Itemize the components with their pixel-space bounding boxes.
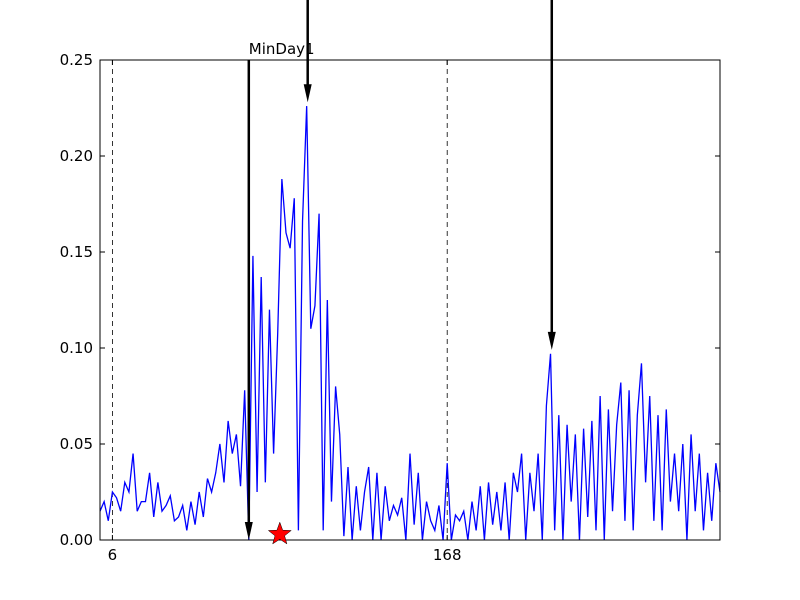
annotation-label: MinDay1 <box>249 40 315 58</box>
arrow-head <box>547 331 556 350</box>
plot-frame <box>99 59 721 541</box>
x-tick-label: 6 <box>108 546 118 564</box>
data-line <box>99 106 721 541</box>
y-tick-label: 0.00 <box>60 531 93 549</box>
star-marker <box>267 521 292 545</box>
y-tick-label: 0.15 <box>60 243 93 261</box>
arrow-head <box>244 522 253 540</box>
y-tick-label: 0.10 <box>60 339 93 357</box>
y-tick-label: 0.25 <box>60 51 93 69</box>
y-tick-label: 0.20 <box>60 147 93 165</box>
arrow-head <box>303 84 312 103</box>
x-tick-label: 168 <box>433 546 462 564</box>
y-tick-label: 0.05 <box>60 435 93 453</box>
